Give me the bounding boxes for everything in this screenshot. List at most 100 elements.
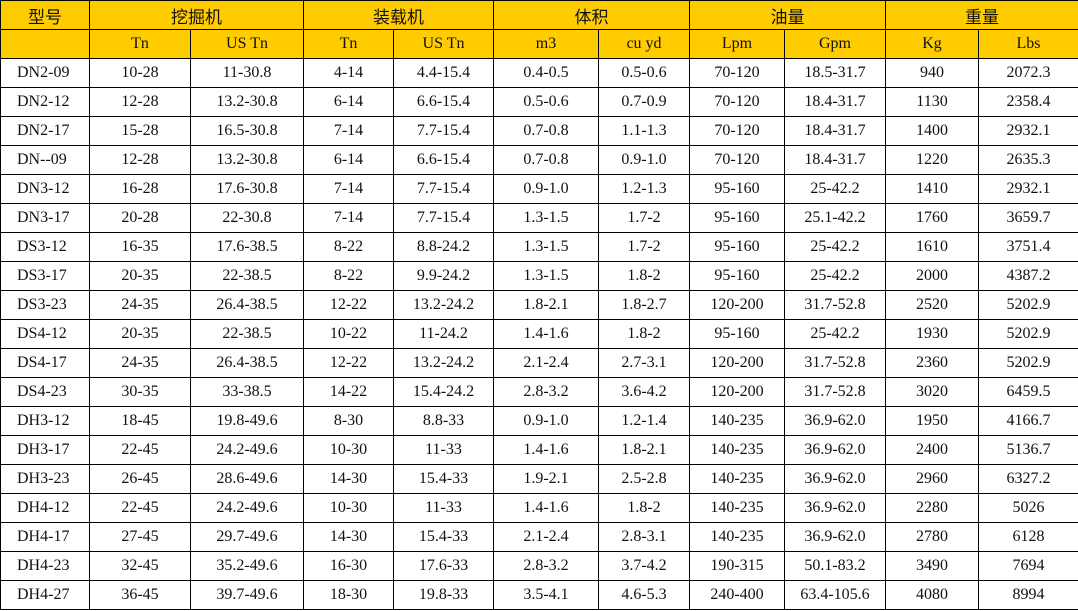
model-cell: DH3-23 [0,464,90,494]
table-cell: 13.2-24.2 [393,290,494,320]
table-cell: 1.8-2.7 [598,290,690,320]
table-cell: 15.4-33 [393,522,494,552]
table-cell: 4080 [885,580,979,610]
table-cell: 15.4-33 [393,464,494,494]
table-row: DH4-12 22-45 24.2-49.6 10-30 11-33 1.4-1.6 1.8… [0,493,1078,523]
table-cell: 2780 [885,522,979,552]
table-cell: 36.9-62.0 [784,406,886,436]
table-cell: 28.6-49.6 [190,464,304,494]
table-cell: 33-38.5 [190,377,304,407]
table-cell: 15.4-24.2 [393,377,494,407]
table-cell: 2.8-3.1 [598,522,690,552]
unit-header [0,29,90,59]
table-cell: 4.4-15.4 [393,58,494,88]
table-cell: 1.8-2 [598,493,690,523]
table-cell: 2360 [885,348,979,378]
table-cell: 11-33 [393,493,494,523]
table-cell: 120-200 [689,290,785,320]
table-cell: 36.9-62.0 [784,493,886,523]
group-header: 体积 [493,0,690,30]
table-cell: 2358.4 [978,87,1078,117]
table-cell: 25.1-42.2 [784,203,886,233]
table-cell: 1130 [885,87,979,117]
table-cell: 70-120 [689,116,785,146]
table-cell: 24-35 [89,290,191,320]
table-cell: 0.7-0.9 [598,87,690,117]
table-cell: 17.6-30.8 [190,174,304,204]
unit-header: cu yd [598,29,690,59]
table-cell: 3659.7 [978,203,1078,233]
table-row: DS4-23 30-35 33-38.5 14-22 15.4-24.2 2.8-3.2 3… [0,377,1078,407]
table-row: DN3-12 16-28 17.6-30.8 7-14 7.7-15.4 0.9-1.0 1… [0,174,1078,204]
model-cell: DN2-17 [0,116,90,146]
table-cell: 50.1-83.2 [784,551,886,581]
table-cell: 11-30.8 [190,58,304,88]
table-cell: 3.7-4.2 [598,551,690,581]
table-cell: 70-120 [689,87,785,117]
model-cell: DS4-23 [0,377,90,407]
model-cell: DH4-17 [0,522,90,552]
table-cell: 6128 [978,522,1078,552]
table-cell: 2.1-2.4 [493,522,599,552]
table-cell: 1930 [885,319,979,349]
table-cell: 1.7-2 [598,232,690,262]
table-cell: 2280 [885,493,979,523]
table-cell: 8-22 [303,261,394,291]
table-cell: 16-30 [303,551,394,581]
model-cell: DH3-17 [0,435,90,465]
model-cell: DN2-09 [0,58,90,88]
table-cell: 18.4-31.7 [784,116,886,146]
table-row: DH4-17 27-45 29.7-49.6 14-30 15.4-33 2.1-2.4 2… [0,522,1078,552]
unit-header: Lpm [689,29,785,59]
table-cell: 36-45 [89,580,191,610]
model-cell: DS3-23 [0,290,90,320]
group-header: 油量 [689,0,886,30]
table-cell: 0.5-0.6 [598,58,690,88]
table-cell: 7.7-15.4 [393,174,494,204]
model-cell: DN2-12 [0,87,90,117]
table-cell: 9.9-24.2 [393,261,494,291]
table-cell: 19.8-33 [393,580,494,610]
table-cell: 12-28 [89,87,191,117]
table-row: DN2-17 15-28 16.5-30.8 7-14 7.7-15.4 0.7-0.8 1… [0,116,1078,146]
table-cell: 140-235 [689,406,785,436]
unit-header-row: Tn US Tn Tn US Tn m3 cu yd Lpm Gpm Kg Lbs [0,29,1078,59]
table-cell: 25-42.2 [784,232,886,262]
model-cell: DH4-23 [0,551,90,581]
table-cell: 3490 [885,551,979,581]
table-cell: 3751.4 [978,232,1078,262]
table-row: DN3-17 20-28 22-30.8 7-14 7.7-15.4 1.3-1.5 1.7… [0,203,1078,233]
table-cell: 140-235 [689,464,785,494]
table-cell: 95-160 [689,174,785,204]
table-cell: 0.4-0.5 [493,58,599,88]
table-cell: 120-200 [689,348,785,378]
table-cell: 2.7-3.1 [598,348,690,378]
table-cell: 0.5-0.6 [493,87,599,117]
table-cell: 19.8-49.6 [190,406,304,436]
table-cell: 31.7-52.8 [784,377,886,407]
table-cell: 13.2-24.2 [393,348,494,378]
unit-header: Tn [303,29,394,59]
table-cell: 63.4-105.6 [784,580,886,610]
table-cell: 22-45 [89,493,191,523]
table-cell: 2960 [885,464,979,494]
table-cell: 12-28 [89,145,191,175]
table-cell: 1.7-2 [598,203,690,233]
model-cell: DS3-17 [0,261,90,291]
table-cell: 0.9-1.0 [493,406,599,436]
table-cell: 140-235 [689,435,785,465]
table-cell: 18.4-31.7 [784,87,886,117]
table-cell: 1950 [885,406,979,436]
table-cell: 1.1-1.3 [598,116,690,146]
unit-header: Lbs [978,29,1078,59]
table-cell: 5202.9 [978,348,1078,378]
table-cell: 27-45 [89,522,191,552]
table-cell: 120-200 [689,377,785,407]
unit-header: Tn [89,29,191,59]
table-cell: 11-33 [393,435,494,465]
table-cell: 16-28 [89,174,191,204]
table-cell: 24-35 [89,348,191,378]
table-cell: 1.3-1.5 [493,232,599,262]
table-cell: 12-22 [303,290,394,320]
